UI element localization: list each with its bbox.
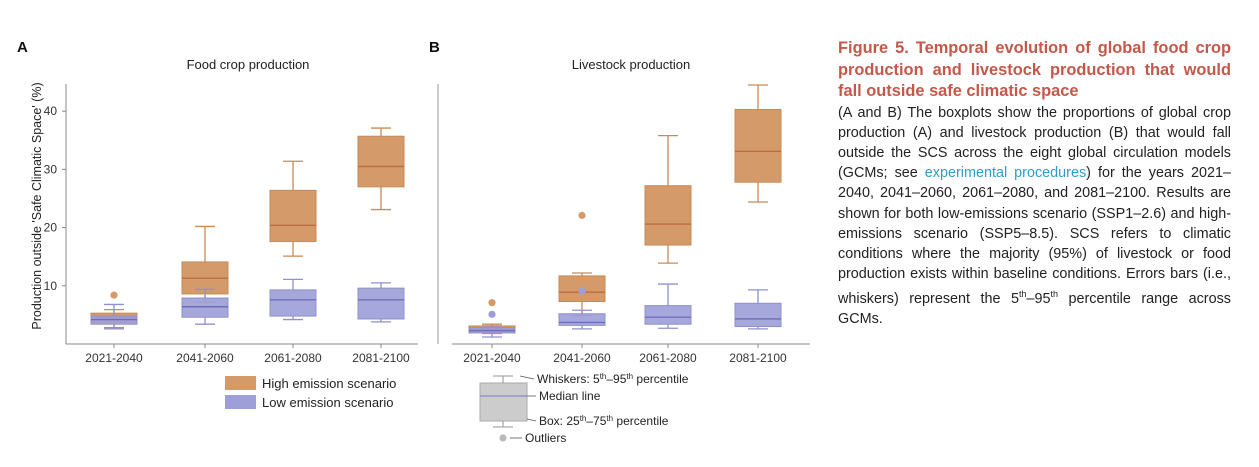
iqr-box [644, 185, 692, 246]
box-b-high-4 [734, 84, 782, 203]
legend-swatch-low [225, 395, 256, 409]
legend: High emission scenario Low emission scen… [225, 376, 396, 410]
box-b-high-3 [644, 134, 692, 264]
y-tick-label: 30 [44, 162, 58, 176]
key-label-outliers: Outliers [525, 431, 566, 445]
legend-label-high: High emission scenario [262, 376, 396, 391]
iqr-box [357, 287, 405, 320]
box-a-low-3 [269, 278, 317, 321]
key-pointer-whiskers [519, 375, 535, 380]
experimental-procedures-link[interactable]: experimental procedures [924, 165, 1087, 182]
x-tick-label: 2061-2080 [264, 351, 322, 365]
iqr-box [734, 108, 782, 183]
box-a-low-4 [357, 282, 405, 323]
outlier-point [110, 291, 118, 299]
outlier-point [488, 310, 496, 318]
iqr-box [734, 302, 782, 328]
key-pointer-box [526, 418, 537, 422]
caption-body: (A and B) The boxplots show the proporti… [838, 104, 1231, 328]
x-tick-label: 2081-2100 [352, 351, 410, 365]
iqr-box [644, 305, 692, 325]
panel-a-plot: 10 20 30 40 2021-2040 2041-2060 2061-2080 2081-… [44, 84, 418, 365]
caption-title: Figure 5. Temporal evolution of global f… [838, 39, 1231, 100]
x-tick-label: 2061-2080 [639, 351, 697, 365]
key-box [479, 382, 528, 422]
key-label-median: Median line [539, 389, 601, 403]
box-b-low-1 [468, 310, 516, 338]
key-label-box: Box: 25th–75th percentile [539, 414, 669, 428]
x-tick-label: 2081-2100 [729, 351, 787, 365]
iqr-box [269, 189, 317, 243]
y-axis-label: Production outside 'Safe Climatic Space'… [30, 82, 44, 329]
panel-a-title: Food crop production [187, 57, 310, 72]
x-tick-label: 2021-2040 [463, 351, 521, 365]
iqr-box [181, 297, 229, 318]
panel-a-letter: A [17, 39, 28, 56]
box-a-high-4 [357, 127, 405, 211]
outlier-point [578, 287, 586, 295]
x-tick-label: 2041-2060 [553, 351, 611, 365]
legend-swatch-high [225, 376, 256, 390]
box-a-low-1 [90, 303, 138, 330]
box-b-low-3 [644, 283, 692, 329]
iqr-box [269, 289, 317, 317]
legend-label-low: Low emission scenario [262, 395, 394, 410]
y-tick-label: 40 [44, 104, 58, 118]
box-b-low-4 [734, 289, 782, 330]
panel-b-letter: B [429, 39, 440, 56]
figure-caption: Figure 5. Temporal evolution of global f… [838, 38, 1231, 330]
iqr-box [357, 135, 405, 188]
key-outlier-dot [499, 434, 507, 442]
iqr-box [558, 313, 606, 326]
box-b-low-2 [558, 287, 606, 330]
outlier-point [488, 299, 496, 307]
box-a-low-2 [181, 288, 229, 325]
x-tick-label: 2021-2040 [85, 351, 143, 365]
panel-b-plot: 2021-2040 2041-2060 2061-2080 2081-2100 [437, 84, 810, 365]
box-a-high-2 [181, 225, 229, 303]
panel-b-title: Livestock production [572, 57, 691, 72]
outlier-point [578, 211, 586, 219]
figure: A Food crop production B Livestock produ… [17, 39, 810, 445]
boxplot-key: Whiskers: 5th–95th percentile Median lin… [479, 372, 689, 445]
box-a-high-3 [269, 160, 317, 257]
key-label-whiskers: Whiskers: 5th–95th percentile [537, 372, 689, 386]
box-b-high-2 [558, 211, 606, 317]
y-tick-label: 20 [44, 221, 58, 235]
y-tick-label: 10 [44, 279, 58, 293]
x-tick-label: 2041-2060 [176, 351, 234, 365]
